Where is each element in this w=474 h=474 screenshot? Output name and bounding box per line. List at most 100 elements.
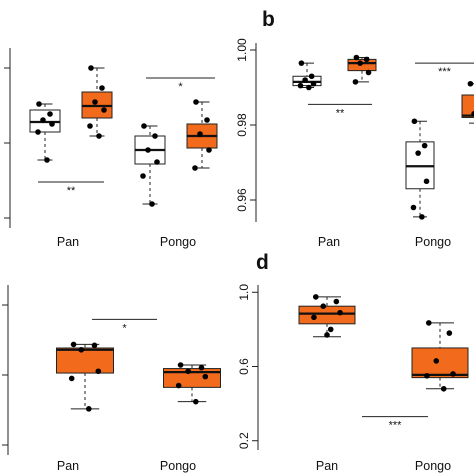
y-tick-label: 1.00	[235, 38, 249, 62]
data-point	[70, 341, 77, 348]
data-point	[101, 107, 107, 113]
data-point	[88, 65, 94, 71]
x-category-label: Pongo	[160, 459, 196, 473]
data-point	[192, 165, 198, 171]
y-tick-label: 0.96	[235, 188, 249, 212]
data-point	[415, 150, 421, 156]
significance-label: **	[336, 107, 345, 119]
data-point	[311, 314, 317, 321]
x-category-label: Pan	[318, 235, 340, 249]
data-point	[206, 147, 212, 153]
x-category-label: Pan	[57, 235, 79, 249]
data-point	[419, 214, 425, 220]
data-point	[423, 178, 430, 185]
data-point	[92, 99, 98, 105]
data-point	[204, 117, 210, 123]
x-category-label: Pongo	[415, 459, 451, 473]
data-point	[193, 99, 199, 105]
box-group-pan-control	[29, 101, 61, 163]
data-point	[308, 73, 315, 80]
data-point	[306, 84, 312, 91]
data-point	[411, 118, 418, 125]
panel-letter: d	[256, 251, 269, 274]
x-category-label: Pongo	[415, 235, 451, 249]
data-point	[96, 133, 102, 139]
data-point	[86, 406, 92, 412]
data-point	[426, 320, 432, 326]
data-point	[327, 326, 334, 333]
data-point	[177, 362, 184, 368]
significance-label: ***	[389, 420, 403, 432]
data-point	[198, 364, 205, 371]
data-point	[421, 142, 428, 149]
significance-label: *	[122, 322, 127, 334]
data-point	[424, 372, 430, 379]
box-group-pan-treated	[81, 65, 113, 139]
box-group-pan-control	[292, 60, 322, 91]
box	[298, 305, 356, 325]
data-point	[78, 346, 84, 353]
data-point	[49, 121, 55, 127]
box-group-pongo-treated	[163, 362, 221, 405]
data-point	[410, 204, 417, 211]
data-point	[310, 80, 317, 87]
y-tick-label: 1.0	[237, 284, 251, 301]
data-point	[471, 110, 474, 117]
data-point	[433, 358, 440, 364]
data-point	[440, 385, 447, 392]
data-point	[467, 80, 474, 87]
box-group-pongo-treated	[411, 320, 469, 392]
data-point	[99, 85, 105, 91]
data-point	[446, 330, 453, 336]
data-point	[47, 111, 53, 117]
data-point	[324, 332, 330, 338]
data-point	[357, 60, 363, 66]
data-point	[154, 159, 160, 165]
data-point	[302, 77, 308, 83]
data-point	[91, 342, 98, 349]
data-point	[44, 157, 50, 163]
x-category-label: Pongo	[160, 235, 196, 249]
data-point	[197, 131, 203, 137]
data-point	[87, 123, 93, 129]
data-point	[95, 368, 102, 375]
data-point	[297, 82, 304, 89]
data-point	[35, 129, 41, 135]
box-group-pan-treated	[347, 54, 377, 85]
data-point	[36, 101, 42, 107]
data-point	[365, 69, 372, 76]
y-tick-label: 0.6	[237, 358, 251, 375]
box-group-pongo-control	[134, 123, 166, 207]
box	[163, 368, 221, 388]
significance-label: ***	[438, 66, 452, 78]
box-group-pongo-treated	[186, 99, 218, 171]
significance-label: *	[178, 81, 183, 93]
data-point	[40, 117, 46, 123]
data-point	[141, 123, 147, 129]
panel-b: 0.960.981.00b*****Pan Pongo	[235, 8, 474, 249]
data-point	[450, 371, 456, 377]
panel-letter: b	[262, 8, 275, 31]
box-group-pongo-treated	[461, 80, 474, 124]
box	[411, 347, 469, 379]
data-point	[149, 201, 155, 207]
data-point	[193, 398, 199, 405]
data-point	[298, 60, 305, 66]
significance-label: **	[67, 185, 76, 197]
data-point	[337, 309, 343, 316]
data-point	[202, 373, 209, 380]
y-tick-label: 0.2	[237, 432, 251, 449]
data-point	[363, 56, 370, 63]
box-group-pongo-control	[405, 118, 435, 220]
panel-c: * Pan Pongo	[2, 285, 221, 473]
box-group-pan-treated	[56, 341, 114, 412]
data-point	[352, 79, 359, 85]
y-tick-label: 0.98	[235, 113, 249, 137]
data-point	[145, 147, 151, 153]
data-point	[140, 173, 146, 179]
data-point	[313, 294, 319, 300]
box	[56, 347, 114, 374]
panel-a: ***Pan Pongo	[4, 48, 218, 249]
data-point	[333, 298, 340, 305]
